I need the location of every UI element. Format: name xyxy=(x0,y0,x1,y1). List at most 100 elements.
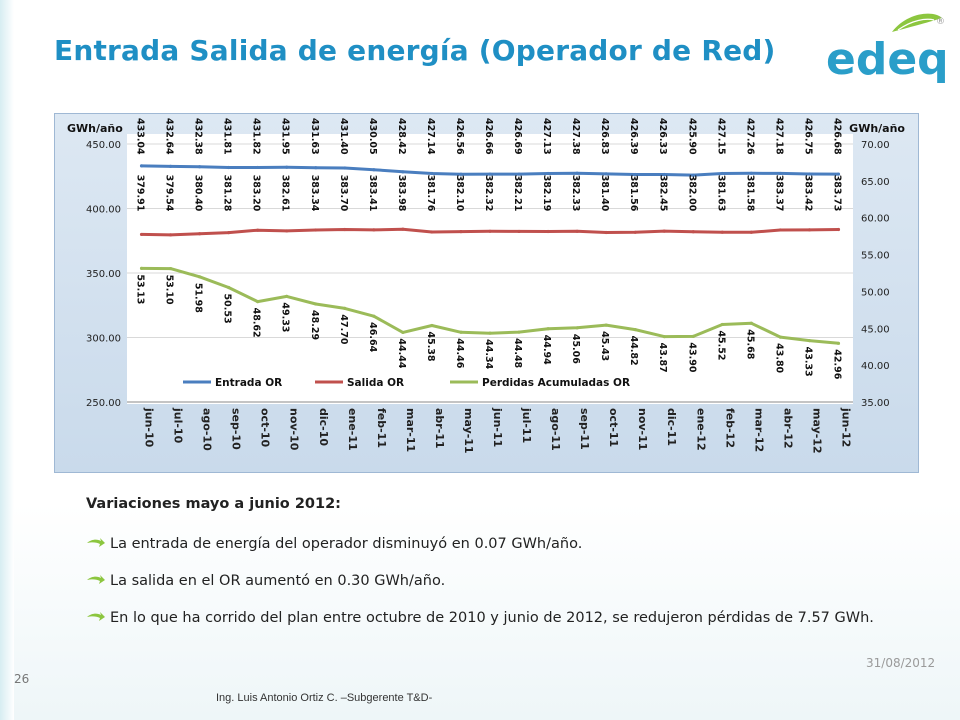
data-label: 48.62 xyxy=(251,308,262,338)
data-point xyxy=(256,300,260,304)
left-axis-tick-label: 450.00 xyxy=(86,140,121,151)
slide-date: 31/08/2012 xyxy=(866,656,936,670)
data-point xyxy=(546,171,550,176)
legend-label: Salida OR xyxy=(347,377,404,389)
data-label: 425.90 xyxy=(686,118,697,155)
left-axis-tick-label: 400.00 xyxy=(86,205,121,216)
data-point xyxy=(139,164,144,168)
data-point xyxy=(372,228,376,232)
data-label: 431.82 xyxy=(251,118,262,155)
legend-label: Perdidas Acumuladas OR xyxy=(482,377,630,389)
data-label: 433.04 xyxy=(135,118,146,155)
data-label: 383.98 xyxy=(396,175,407,212)
data-point xyxy=(227,165,231,170)
data-point xyxy=(633,328,637,332)
data-point xyxy=(314,166,318,170)
data-point xyxy=(285,294,289,298)
data-point xyxy=(256,165,260,170)
slide-footer: Ing. Luis Antonio Ortiz C. –Subgerente T… xyxy=(216,692,433,704)
x-axis-tick-label: may-11 xyxy=(462,408,475,454)
chart-panel: 450.00 400.00 350.00 300.00 250.00 70.00 65.00… xyxy=(54,113,919,473)
data-label: 381.63 xyxy=(715,175,726,212)
x-axis-tick-label: jun-12 xyxy=(839,407,852,447)
data-point xyxy=(198,165,202,169)
x-axis-tick-label: oct-11 xyxy=(607,408,620,447)
data-label: 46.64 xyxy=(367,322,378,352)
note-bullet-text: La entrada de energía del operador dismi… xyxy=(110,536,583,552)
data-label: 51.98 xyxy=(193,283,204,313)
x-axis-tick-label: ene-12 xyxy=(694,408,707,451)
data-label: 380.40 xyxy=(193,175,204,212)
data-label: 44.44 xyxy=(396,338,407,368)
data-point xyxy=(807,338,812,343)
data-point xyxy=(285,165,289,169)
data-label: 427.38 xyxy=(570,118,581,155)
data-label: 381.40 xyxy=(599,175,610,212)
data-point xyxy=(314,228,318,232)
data-point xyxy=(430,171,434,176)
data-label: 47.70 xyxy=(338,314,349,344)
data-point xyxy=(517,172,521,176)
data-point xyxy=(227,285,231,290)
data-point xyxy=(168,233,173,237)
data-point xyxy=(488,229,492,233)
data-point xyxy=(285,229,289,233)
data-point xyxy=(836,227,841,232)
data-label: 45.52 xyxy=(715,330,726,360)
legend-label: Entrada OR xyxy=(215,377,282,389)
data-label: 426.56 xyxy=(454,118,465,155)
x-axis-tick-label: mar-11 xyxy=(404,408,417,452)
data-label: 426.83 xyxy=(599,118,610,155)
page-number: 26 xyxy=(14,672,30,686)
data-label: 43.33 xyxy=(802,347,813,377)
green-arrow-icon xyxy=(87,538,105,547)
data-label: 381.56 xyxy=(628,175,639,212)
x-axis-tick-label: feb-12 xyxy=(723,408,736,448)
data-label: 50.53 xyxy=(222,294,233,324)
data-label: 45.68 xyxy=(744,329,755,359)
data-label: 379.54 xyxy=(164,175,175,212)
right-axis-tick-label: 40.00 xyxy=(861,361,890,372)
data-label: 379.91 xyxy=(135,175,146,212)
data-label: 53.10 xyxy=(164,275,175,305)
note-bullet-1: La entrada de energía del operador dismi… xyxy=(86,534,912,554)
data-point xyxy=(604,172,608,176)
data-point xyxy=(256,228,260,232)
green-arrow-icon xyxy=(87,612,105,621)
x-axis-tick-label: jun-11 xyxy=(491,407,504,447)
x-axis-tick-label: nov-10 xyxy=(288,408,301,451)
data-point xyxy=(575,326,579,330)
data-label: 431.95 xyxy=(280,118,291,155)
x-axis-tick-label: oct-10 xyxy=(259,408,272,448)
data-point xyxy=(633,230,637,234)
data-point xyxy=(198,232,202,236)
left-axis-tick-label: 300.00 xyxy=(86,334,121,345)
plot-area xyxy=(127,134,853,404)
data-point xyxy=(198,275,202,279)
data-label: 44.34 xyxy=(483,339,494,369)
data-point xyxy=(459,330,463,334)
data-label: 53.13 xyxy=(135,274,146,304)
x-axis-tick-label: mar-12 xyxy=(752,408,765,452)
data-label: 426.33 xyxy=(657,118,668,155)
data-point xyxy=(459,172,463,176)
green-arrow-icon xyxy=(87,575,105,584)
data-label: 44.82 xyxy=(628,336,639,366)
right-axis-tick-label: 65.00 xyxy=(861,177,890,188)
data-label: 381.58 xyxy=(744,175,755,212)
data-label: 432.64 xyxy=(164,118,175,155)
data-point xyxy=(139,266,144,270)
data-point xyxy=(720,171,724,176)
x-axis-tick-label: sep-10 xyxy=(230,408,243,450)
data-label: 381.28 xyxy=(222,175,233,212)
data-label: 431.63 xyxy=(309,118,320,155)
data-point xyxy=(575,171,579,175)
note-bullet-text: En lo que ha corrido del plan entre octu… xyxy=(110,610,874,626)
data-label: 431.40 xyxy=(338,118,349,155)
slide-title: Entrada Salida de energía (Operador de R… xyxy=(54,34,776,67)
logo-registered-mark: ® xyxy=(936,17,945,27)
data-point xyxy=(517,229,521,234)
data-label: 44.46 xyxy=(454,338,465,368)
slide-left-band xyxy=(0,0,14,720)
data-label: 45.38 xyxy=(425,331,436,361)
